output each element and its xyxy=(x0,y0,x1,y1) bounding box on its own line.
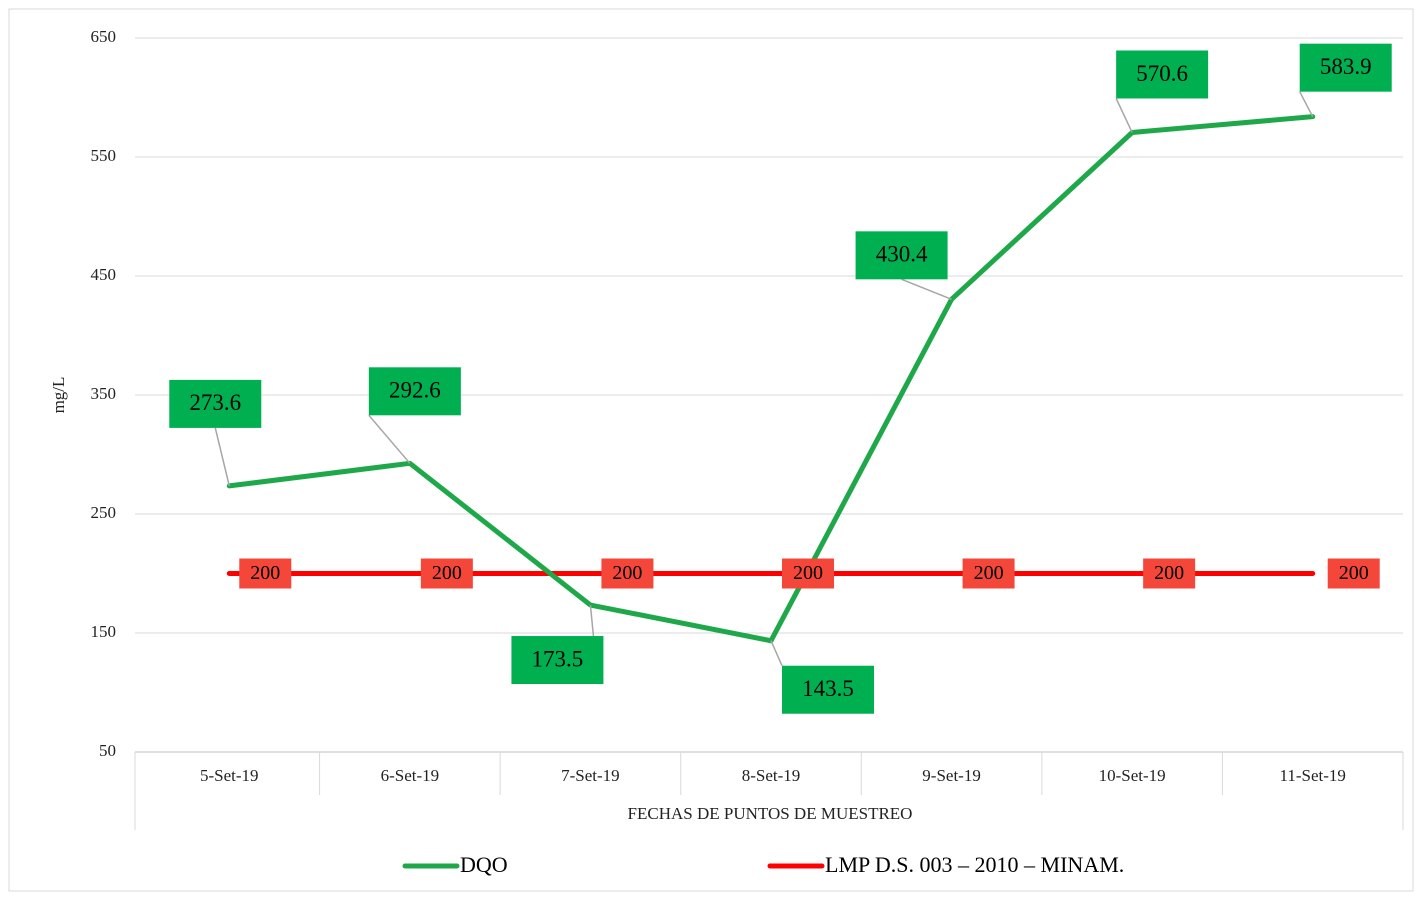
data-label-box xyxy=(368,367,461,416)
data-label: 200 xyxy=(612,562,642,584)
x-tick-label: 9-Set-19 xyxy=(922,766,981,785)
data-label-box xyxy=(169,379,262,428)
leader-line xyxy=(214,427,231,487)
data-label-box xyxy=(1327,558,1380,589)
data-label: 430.4 xyxy=(876,242,928,267)
legend-label: LMP D.S. 003 – 2010 – MINAM. xyxy=(825,852,1124,877)
y-tick-label: 350 xyxy=(91,384,117,403)
y-axis-title: mg/L xyxy=(49,377,68,414)
data-label: 200 xyxy=(250,562,280,584)
data-label: 570.6 xyxy=(1136,61,1188,86)
data-label-box xyxy=(511,636,604,685)
data-label-box xyxy=(239,558,292,589)
leader-line xyxy=(901,278,952,301)
data-label: 200 xyxy=(1339,562,1369,584)
data-label: 200 xyxy=(974,562,1004,584)
data-label-box xyxy=(420,558,473,589)
x-tick-label: 7-Set-19 xyxy=(561,766,620,785)
data-label-box xyxy=(962,558,1015,589)
chart-border xyxy=(8,8,1414,892)
data-label-box xyxy=(601,558,654,589)
leader-line xyxy=(770,640,783,667)
data-label-box xyxy=(782,558,834,589)
x-axis-title: FECHAS DE PUNTOS DE MUESTREO xyxy=(628,804,913,823)
leader-line xyxy=(1299,91,1314,118)
x-tick-label: 8-Set-19 xyxy=(742,766,801,785)
data-label: 583.9 xyxy=(1320,54,1372,79)
y-tick-label: 50 xyxy=(99,741,116,760)
data-label-box xyxy=(855,231,948,280)
data-label: 292.6 xyxy=(389,378,441,403)
x-tick-label: 5-Set-19 xyxy=(200,766,259,785)
y-tick-label: 650 xyxy=(91,27,117,46)
x-tick-label: 10-Set-19 xyxy=(1099,766,1166,785)
y-tick-label: 450 xyxy=(91,265,117,284)
data-label: 143.5 xyxy=(802,676,854,701)
x-tick-label: 11-Set-19 xyxy=(1280,766,1346,785)
data-label: 273.6 xyxy=(189,390,241,415)
x-tick-label: 6-Set-19 xyxy=(381,766,440,785)
data-label-box xyxy=(1143,558,1196,589)
leader-line xyxy=(1115,98,1133,133)
data-label: 200 xyxy=(1154,562,1184,584)
y-tick-label: 550 xyxy=(91,146,117,165)
data-label: 200 xyxy=(432,562,462,584)
data-label-box xyxy=(1299,43,1392,92)
y-tick-label: 250 xyxy=(91,503,117,522)
legend-label: DQO xyxy=(460,852,508,877)
y-tick-label: 150 xyxy=(91,622,117,641)
data-label-box xyxy=(1116,50,1209,99)
data-label-box xyxy=(782,665,874,714)
data-label: 173.5 xyxy=(532,646,584,671)
leader-line xyxy=(368,414,411,464)
data-label: 200 xyxy=(793,562,823,584)
leader-line xyxy=(589,604,595,637)
